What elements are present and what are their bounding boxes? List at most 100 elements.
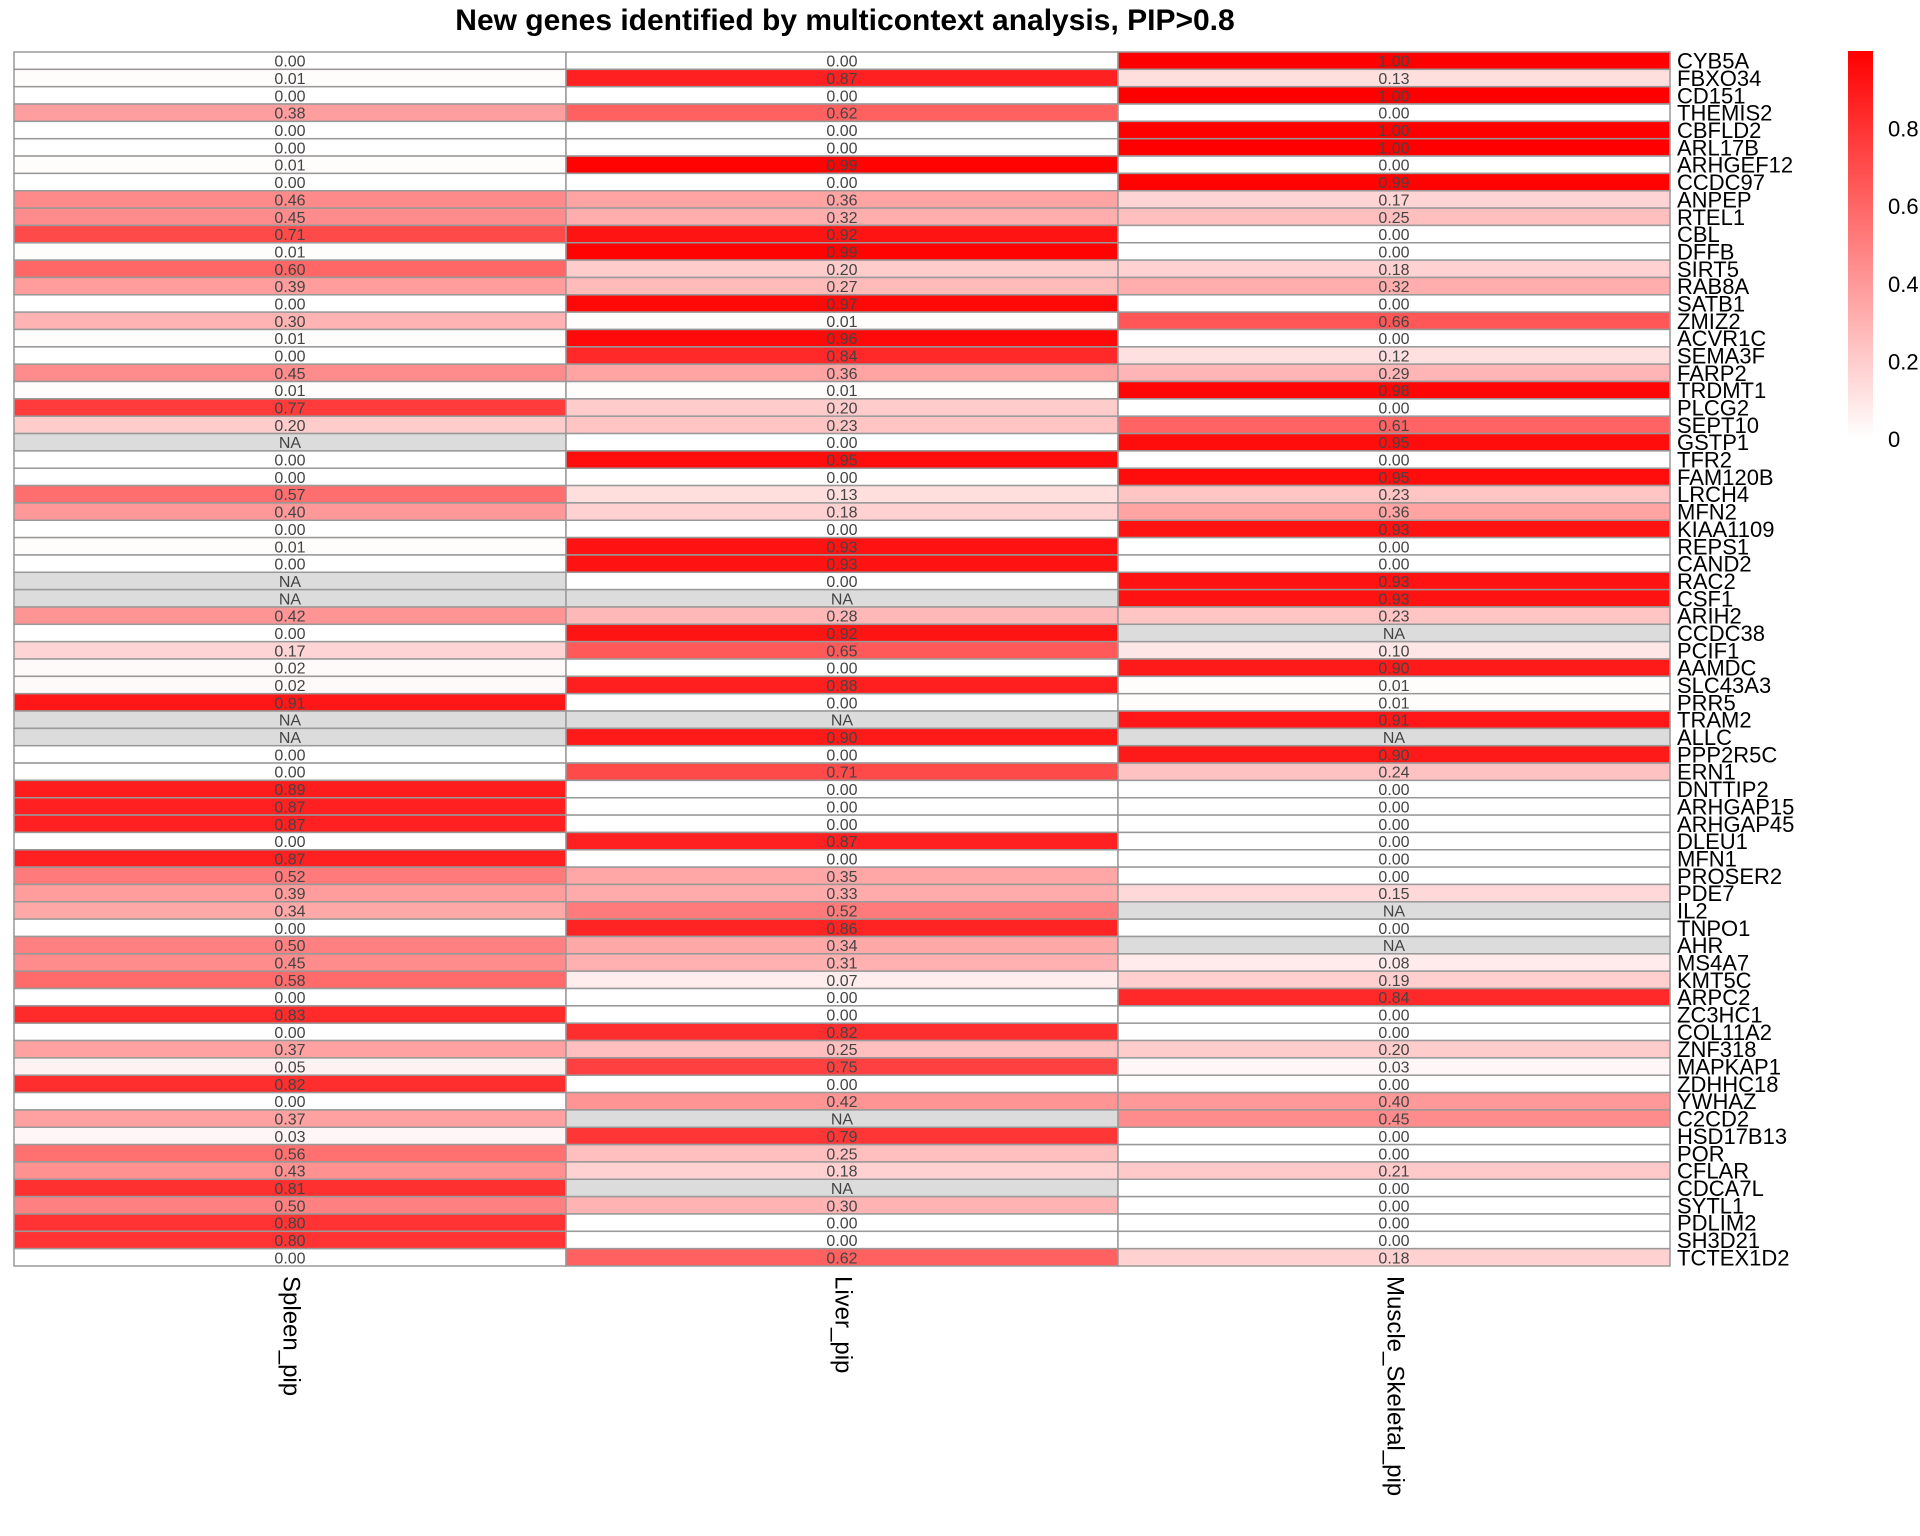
cell-value-label: 0.00 xyxy=(826,123,857,140)
row-label: RAC2 xyxy=(1677,569,1736,594)
cell-value-label: 0.18 xyxy=(826,1164,857,1181)
row-label: TFR2 xyxy=(1677,448,1732,473)
cell-value-label: 0.95 xyxy=(1378,470,1409,487)
cell-value-label: 0.42 xyxy=(274,609,305,626)
cell-value-label: 0.00 xyxy=(274,990,305,1007)
cell-value-label: 0.37 xyxy=(274,1042,305,1059)
cell-value-label: 0.84 xyxy=(826,349,857,366)
cell-value-label: 0.81 xyxy=(274,1181,305,1198)
cell-value-label: 0.00 xyxy=(274,1250,305,1267)
cell-value-label: 0.90 xyxy=(1378,747,1409,764)
cell-value-label: 0.52 xyxy=(274,869,305,886)
cell-value-label: 0.80 xyxy=(274,1233,305,1250)
cell-value-label: 0.50 xyxy=(274,1198,305,1215)
cell-value-label: 0.42 xyxy=(826,1094,857,1111)
cell-value-label: 0.00 xyxy=(274,1094,305,1111)
cell-value-label: 0.40 xyxy=(274,505,305,522)
cell-value-label: 0.37 xyxy=(274,1112,305,1129)
cell-value-label: 0.18 xyxy=(826,505,857,522)
row-label: CAND2 xyxy=(1677,552,1752,577)
cell-value-label: NA xyxy=(279,574,302,591)
cell-value-label: 0.45 xyxy=(1378,1112,1409,1129)
row-label: ZNF318 xyxy=(1677,1037,1756,1062)
legend-tick-label: 0.2 xyxy=(1888,349,1919,374)
cell-value-label: 0.27 xyxy=(826,279,857,296)
cell-value-label: 0.34 xyxy=(826,938,857,955)
cell-value-label: 0.00 xyxy=(1378,227,1409,244)
row-label: RTEL1 xyxy=(1677,205,1745,230)
cell-value-label: 0.91 xyxy=(274,695,305,712)
cell-value-label: 0.01 xyxy=(1378,678,1409,695)
cell-value-label: 0.28 xyxy=(826,609,857,626)
row-label: CSF1 xyxy=(1677,586,1733,611)
cell-value-label: 0.20 xyxy=(1378,1042,1409,1059)
row-label: ARHGAP15 xyxy=(1677,794,1794,819)
cell-value-label: 0.20 xyxy=(826,262,857,279)
cell-value-label: 0.00 xyxy=(1378,1181,1409,1198)
cell-value-label: 0.23 xyxy=(1378,609,1409,626)
row-label: POR xyxy=(1677,1141,1725,1166)
cell-value-label: 0.00 xyxy=(1378,453,1409,470)
cell-value-label: 0.87 xyxy=(274,799,305,816)
cell-value-label: 0.00 xyxy=(1378,296,1409,313)
cell-value-label: 0.29 xyxy=(1378,366,1409,383)
cell-value-label: 0.01 xyxy=(826,314,857,331)
cell-value-label: 0.46 xyxy=(274,192,305,209)
cell-value-label: 0.82 xyxy=(274,1077,305,1094)
cell-value-label: 0.89 xyxy=(274,782,305,799)
cell-value-label: 0.23 xyxy=(826,418,857,435)
cell-value-label: 0.87 xyxy=(826,834,857,851)
cell-value-label: 0.20 xyxy=(826,401,857,418)
row-label: YWHAZ xyxy=(1677,1089,1756,1114)
cell-value-label: 0.10 xyxy=(1378,643,1409,660)
cell-value-label: 0.39 xyxy=(274,279,305,296)
row-label: SH3D21 xyxy=(1677,1228,1760,1253)
cell-value-label: 0.00 xyxy=(274,349,305,366)
cell-value-label: 0.84 xyxy=(1378,990,1409,1007)
row-label: REPS1 xyxy=(1677,534,1749,559)
row-label: ZC3HC1 xyxy=(1677,1003,1763,1028)
cell-value-label: 0.20 xyxy=(274,418,305,435)
cell-value-label: 0.40 xyxy=(1378,1094,1409,1111)
cell-value-label: 0.00 xyxy=(274,747,305,764)
cell-value-label: 0.30 xyxy=(826,1198,857,1215)
row-label: MAPKAP1 xyxy=(1677,1055,1781,1080)
row-label: LRCH4 xyxy=(1677,482,1749,507)
cell-value-label: 0.39 xyxy=(274,886,305,903)
heatmap-cells xyxy=(13,51,1671,1267)
cell-value-label: 0.00 xyxy=(1378,782,1409,799)
cell-value-label: 1.00 xyxy=(1378,140,1409,157)
row-label: PPP2R5C xyxy=(1677,742,1777,767)
row-label: TCTEX1D2 xyxy=(1677,1245,1789,1270)
cell-value-label: NA xyxy=(1383,626,1406,643)
cell-value-label: 0.00 xyxy=(1378,1233,1409,1250)
row-label: FARP2 xyxy=(1677,361,1747,386)
cell-value-label: 0.61 xyxy=(1378,418,1409,435)
cell-value-label: 0.12 xyxy=(1378,349,1409,366)
cell-value-label: 0.00 xyxy=(274,522,305,539)
cell-value-label: 0.00 xyxy=(274,175,305,192)
cell-value-label: 0.80 xyxy=(274,1216,305,1233)
cell-value-label: 0.05 xyxy=(274,1060,305,1077)
cell-value-label: 0.31 xyxy=(826,956,857,973)
cell-value-label: 0.00 xyxy=(1378,557,1409,574)
row-label: ARPC2 xyxy=(1677,985,1750,1010)
cell-value-label: 0.00 xyxy=(1378,1025,1409,1042)
cell-value-label: 0.01 xyxy=(274,539,305,556)
cell-value-label: 0.99 xyxy=(1378,175,1409,192)
cell-value-label: 1.00 xyxy=(1378,88,1409,105)
cell-value-label: 0.01 xyxy=(274,71,305,88)
row-label: RAB8A xyxy=(1677,274,1749,299)
cell-value-label: 0.17 xyxy=(1378,192,1409,209)
legend-tick-label: 0.4 xyxy=(1888,272,1919,297)
row-label: MS4A7 xyxy=(1677,951,1749,976)
cell-value-label: 0.25 xyxy=(826,1146,857,1163)
cell-value-label: 0.01 xyxy=(274,331,305,348)
row-label: TRAM2 xyxy=(1677,708,1752,733)
cell-value-label: 0.71 xyxy=(826,765,857,782)
row-label: DFFB xyxy=(1677,239,1734,264)
column-label: Liver_pip xyxy=(830,1276,857,1373)
cell-value-label: 0.21 xyxy=(1378,1164,1409,1181)
cell-value-label: 0.00 xyxy=(826,799,857,816)
